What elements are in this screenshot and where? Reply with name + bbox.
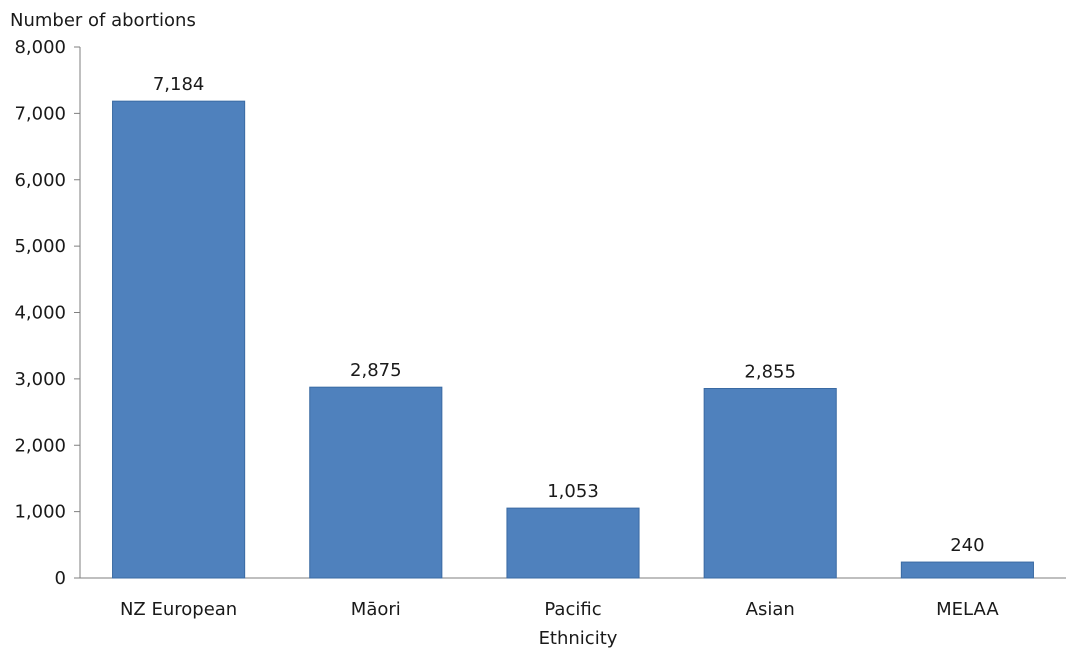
bars <box>112 100 1034 579</box>
data-label: 2,875 <box>350 360 402 381</box>
bar <box>309 386 443 579</box>
data-label: 2,855 <box>744 362 796 383</box>
y-tick-label: 3,000 <box>14 369 66 390</box>
category-label: Pacific <box>544 599 601 620</box>
data-labels: 7,184 2,875 1,053 2,855 240 <box>153 74 985 556</box>
y-axis: 0 1,000 2,000 3,000 4,000 5,000 6,000 7,000 8,00… <box>14 37 81 589</box>
x-axis-title: Ethnicity <box>539 628 618 649</box>
y-axis-title: Number of abortions <box>10 10 196 31</box>
bar <box>112 100 246 579</box>
bar <box>900 561 1034 579</box>
y-tick-label: 7,000 <box>14 103 66 124</box>
bar <box>506 507 640 579</box>
data-label: 240 <box>950 535 984 556</box>
data-label: 1,053 <box>547 481 599 502</box>
data-label: 7,184 <box>153 74 205 95</box>
y-tick-label: 2,000 <box>14 435 66 456</box>
category-label: NZ European <box>120 599 237 620</box>
category-label: MELAA <box>936 599 999 620</box>
y-tick-label: 1,000 <box>14 502 66 523</box>
y-tick-label: 0 <box>55 568 66 589</box>
y-tick-label: 6,000 <box>14 170 66 191</box>
category-label: Māori <box>351 599 401 620</box>
y-tick-label: 8,000 <box>14 37 66 58</box>
bar <box>703 388 837 579</box>
y-tick-label: 5,000 <box>14 236 66 257</box>
category-label: Asian <box>746 599 795 620</box>
category-labels: NZ European Māori Pacific Asian MELAA <box>120 599 999 620</box>
y-tick-label: 4,000 <box>14 303 66 324</box>
